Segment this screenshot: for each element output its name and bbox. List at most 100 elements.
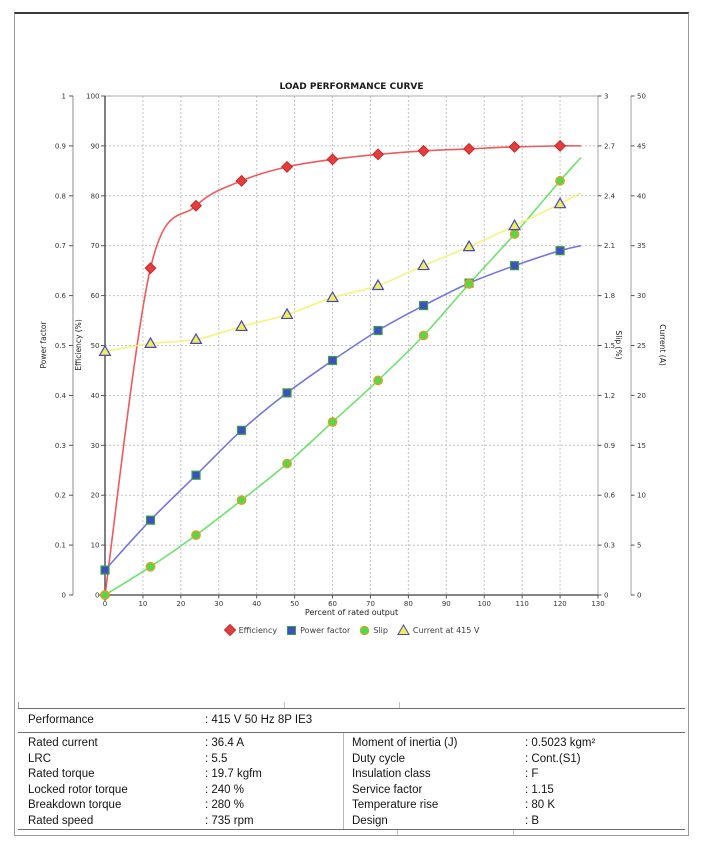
row-label: Rated current <box>28 737 98 749</box>
svg-text:10: 10 <box>637 492 646 500</box>
gap-divider <box>399 702 400 708</box>
table-row: Design : B <box>18 815 685 831</box>
performance-header-row: Performance : 415 V 50 Hz 8P IE3 <box>18 708 685 733</box>
row-value: : 735 rpm <box>205 814 254 827</box>
outer-border-frame <box>14 12 689 836</box>
gap-divider <box>513 830 514 835</box>
svg-text:30: 30 <box>91 442 100 450</box>
svg-text:1.2: 1.2 <box>604 392 615 400</box>
svg-text:60: 60 <box>91 292 100 300</box>
spec-body: Rated current: 36.4 A LRC: 5.5 Rated tor… <box>18 733 685 830</box>
spec-column-right: Moment of inertia (J): 0.5023 kgm² Duty … <box>18 737 685 830</box>
power-factor-axis-title: Power factor <box>39 321 48 369</box>
svg-text:2.4: 2.4 <box>604 192 616 200</box>
gridlines <box>105 96 598 595</box>
efficiency-axis-title: Efficiency (%) <box>74 319 83 371</box>
svg-text:1.5: 1.5 <box>604 342 615 350</box>
svg-text:0.3: 0.3 <box>55 442 66 450</box>
performance-label: Performance <box>28 714 94 726</box>
current-at-415-v-markers <box>98 196 567 356</box>
svg-text:20: 20 <box>176 600 185 608</box>
row-label: Breakdown torque <box>28 799 122 811</box>
table-row: Service factor : 1.15 <box>18 784 685 800</box>
svg-text:3: 3 <box>604 93 608 101</box>
efficiency-line <box>104 145 581 596</box>
svg-text:110: 110 <box>515 600 528 608</box>
svg-text:1.8: 1.8 <box>604 292 615 300</box>
svg-text:0: 0 <box>103 600 107 608</box>
svg-text:40: 40 <box>252 600 261 608</box>
row-value: : 80 K <box>525 799 556 811</box>
table-row: Locked rotor torque: 240 % <box>18 784 685 800</box>
slip-axis-title: Slip (%) <box>614 330 623 359</box>
table-row: Insulation class : F <box>18 768 685 784</box>
legend-label: Efficiency <box>238 625 278 635</box>
current-triangle-icon <box>397 624 410 635</box>
svg-text:50: 50 <box>91 342 100 350</box>
svg-text:10: 10 <box>91 542 100 550</box>
spec-column-left: Rated current: 36.4 A LRC: 5.5 Rated tor… <box>18 737 685 830</box>
row-value: : B <box>525 814 540 827</box>
row-value: : 5.5 <box>205 752 228 765</box>
svg-text:20: 20 <box>637 392 646 400</box>
legend-item-current: Current at 415 V <box>397 624 479 636</box>
power-factor-axis: 0 0.1 0.2 0.3 0.4 0.5 0.6 0.7 0.8 0.9 1 Power facto… <box>39 93 74 600</box>
svg-text:100: 100 <box>86 93 99 101</box>
row-value: : 36.4 A <box>205 737 245 749</box>
svg-text:60: 60 <box>328 600 337 608</box>
column-group-divider <box>343 733 344 829</box>
slip-axis: 0 0.3 0.6 0.9 1.2 1.5 1.8 2.1 2.4 2.7 3 Slip (%) <box>598 93 623 600</box>
row-label: Locked rotor torque <box>28 783 128 796</box>
svg-text:45: 45 <box>637 142 646 150</box>
svg-text:30: 30 <box>214 600 223 608</box>
svg-text:35: 35 <box>637 242 646 250</box>
x-axis: 0 10 20 30 40 50 60 70 80 90 100 110 120 130 Percent o… <box>103 595 605 617</box>
row-label: Service factor <box>352 783 423 796</box>
table-row: LRC: 5.5 <box>18 753 685 769</box>
power-factor-square-icon <box>287 625 297 635</box>
svg-text:80: 80 <box>404 600 413 608</box>
row-label: Duty cycle <box>352 752 406 765</box>
row-label: Design <box>352 814 388 827</box>
table-row: Temperature rise: 80 K <box>18 799 685 815</box>
svg-text:1: 1 <box>62 93 66 101</box>
svg-text:2.1: 2.1 <box>604 242 615 250</box>
svg-text:20: 20 <box>91 492 100 500</box>
svg-text:0: 0 <box>604 592 608 600</box>
legend-item-power-factor: Power factor <box>286 625 350 636</box>
svg-text:10: 10 <box>138 600 147 608</box>
svg-text:80: 80 <box>91 192 100 200</box>
svg-text:0.2: 0.2 <box>55 492 66 500</box>
efficiency-markers <box>98 139 567 602</box>
row-value: : Cont.(S1) <box>525 752 581 765</box>
table-row: Duty cycle : Cont.(S1) <box>18 753 685 769</box>
slip-line <box>104 156 582 596</box>
table-gap-top <box>18 702 685 708</box>
svg-text:0.1: 0.1 <box>55 542 66 550</box>
performance-value: : 415 V 50 Hz 8P IE3 <box>205 714 313 726</box>
row-value: : 1.15 <box>525 783 554 796</box>
table-row: Breakdown torque : 280 % <box>18 799 685 815</box>
svg-text:25: 25 <box>637 342 646 350</box>
current-axis-title: Current (A) <box>658 324 667 366</box>
svg-text:0: 0 <box>637 592 641 600</box>
gap-divider <box>397 830 398 835</box>
svg-text:0.9: 0.9 <box>604 442 615 450</box>
svg-text:30: 30 <box>637 292 646 300</box>
row-label: Insulation class <box>352 768 431 780</box>
row-label: Rated speed <box>28 814 94 827</box>
chart-title: LOAD PERFORMANCE CURVE <box>279 82 423 92</box>
svg-text:70: 70 <box>91 242 100 250</box>
svg-text:40: 40 <box>91 392 100 400</box>
svg-text:0.9: 0.9 <box>55 142 66 150</box>
row-label: Moment of inertia (J) <box>352 737 458 749</box>
svg-text:0: 0 <box>95 592 99 600</box>
row-value: : 280 % <box>205 799 244 811</box>
slip-circle-icon <box>360 625 370 635</box>
svg-text:0.6: 0.6 <box>55 292 67 300</box>
svg-text:5: 5 <box>637 542 641 550</box>
svg-text:90: 90 <box>91 142 100 150</box>
svg-text:90: 90 <box>442 600 451 608</box>
row-value: : F <box>525 768 539 780</box>
